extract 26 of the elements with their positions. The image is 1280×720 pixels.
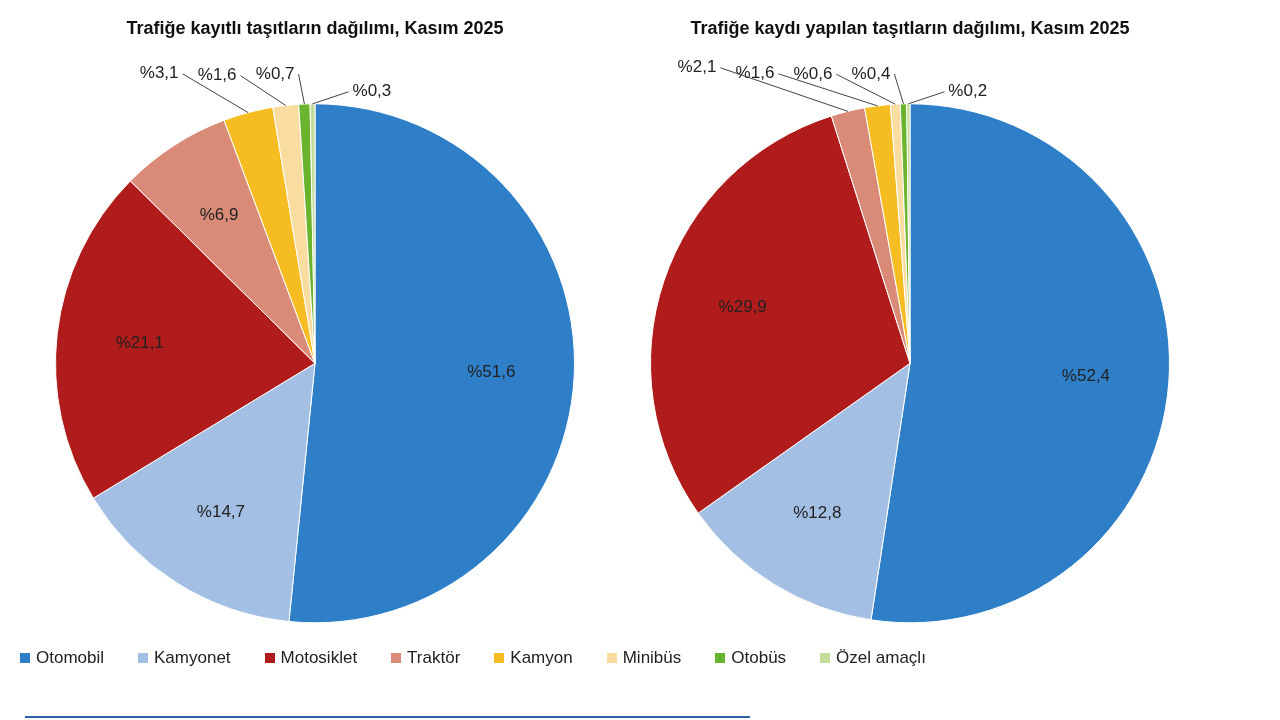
data-label: %0,7 [255,63,295,83]
chart-title: Trafiğe kaydı yapılan taşıtların dağılımı, Kasım 2025 [690,17,1130,38]
data-label: %1,6 [735,63,775,83]
data-label: %51,6 [467,361,516,381]
data-label: %2,1 [677,57,717,77]
legend-label: Motosiklet [280,648,358,668]
data-label: %0,2 [948,81,988,101]
data-label: %1,6 [197,65,237,85]
legend-label: Otomobil [36,648,105,668]
chart-title: Trafiğe kayıtlı taşıtların dağılımı, Kasım 2025 [126,17,504,38]
data-label: %52,4 [1061,366,1111,386]
data-label: %0,4 [851,63,891,83]
data-label: %3,1 [139,63,179,83]
data-label: %29,9 [718,296,767,316]
legend-label: Kamyonet [154,648,231,668]
data-label: %12,8 [793,503,842,523]
legend-label: Traktör [407,648,461,668]
data-label: %0,6 [793,63,833,83]
data-label: %21,1 [115,332,164,352]
legend-label: Kamyon [510,648,573,668]
data-label: %6,9 [199,204,239,224]
legend-label: Özel amaçlı [836,648,926,668]
legend-label: Minibüs [622,648,682,668]
legend-label: Otobüs [731,648,787,668]
data-label: %14,7 [196,502,246,522]
data-label: %0,3 [352,81,392,101]
